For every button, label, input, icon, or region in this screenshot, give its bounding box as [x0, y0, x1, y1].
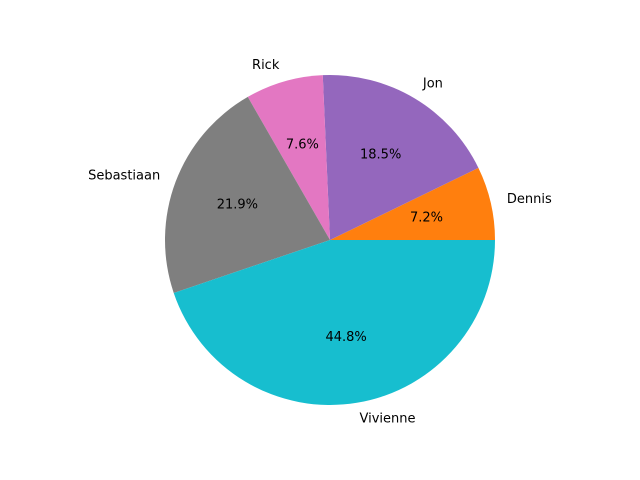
pie-slice-sebastiaan — [164, 96, 330, 293]
pie-slice-jon — [322, 75, 479, 241]
slice-label-rick: Rick — [252, 58, 280, 73]
slice-percent-vivienne: 44.8% — [325, 330, 366, 345]
slice-percent-sebastiaan: 21.9% — [217, 198, 258, 213]
pie-slice-dennis — [330, 167, 495, 240]
slice-label-sebastiaan: Sebastiaan — [88, 168, 160, 183]
slice-percent-dennis: 7.2% — [410, 210, 443, 225]
slice-label-dennis: Dennis — [507, 192, 552, 207]
pie-slice-vivienne — [173, 240, 496, 406]
slice-percent-rick: 7.6% — [286, 137, 319, 152]
slice-label-vivienne: Vivienne — [360, 412, 416, 427]
pie-slice-rick — [247, 75, 330, 240]
slice-percent-jon: 18.5% — [360, 147, 401, 162]
slice-label-jon: Jon — [422, 77, 443, 92]
